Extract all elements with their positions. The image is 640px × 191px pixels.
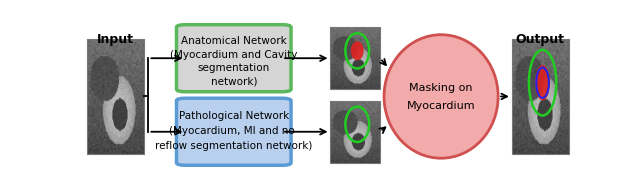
Text: Input: Input: [97, 33, 134, 46]
Text: Masking on: Masking on: [410, 83, 473, 93]
Text: Myocardium: Myocardium: [407, 101, 476, 111]
FancyBboxPatch shape: [177, 98, 291, 165]
Text: (Myocardium, MI and no-: (Myocardium, MI and no-: [169, 126, 299, 136]
FancyBboxPatch shape: [177, 25, 291, 92]
Ellipse shape: [384, 35, 498, 158]
Ellipse shape: [535, 65, 550, 100]
Text: reflow segmentation network): reflow segmentation network): [155, 141, 312, 151]
Text: (Myocardium and Cavity: (Myocardium and Cavity: [170, 50, 298, 60]
Text: Pathological Network: Pathological Network: [179, 111, 289, 121]
Text: segmentation: segmentation: [198, 63, 270, 73]
Text: Output: Output: [516, 33, 564, 46]
Ellipse shape: [351, 41, 364, 60]
Text: network): network): [211, 77, 257, 87]
Text: Anatomical Network: Anatomical Network: [181, 36, 287, 46]
